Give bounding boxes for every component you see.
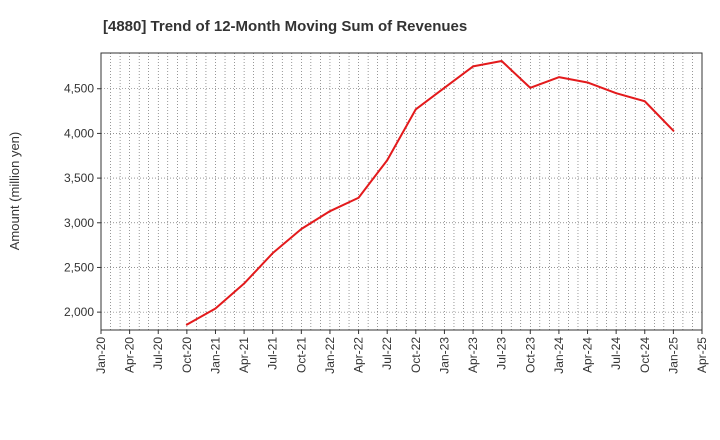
y-tick-label: 3,000 bbox=[64, 216, 94, 230]
x-tick-label: Apr-25 bbox=[695, 337, 709, 373]
x-tick-label: Jul-23 bbox=[495, 337, 509, 370]
chart-title: [4880] Trend of 12-Month Moving Sum of R… bbox=[103, 18, 467, 35]
x-tick-label: Oct-22 bbox=[409, 337, 423, 373]
y-tick-label: 4,000 bbox=[64, 126, 94, 140]
y-axis-label: Amount (million yen) bbox=[7, 132, 22, 251]
x-tick-label: Oct-21 bbox=[294, 337, 308, 373]
y-axis-ticks: 2,000 2,500 3,000 3,500 4,000 4,500 bbox=[64, 82, 101, 319]
x-tick-label: Jul-20 bbox=[151, 337, 165, 370]
x-tick-label: Apr-24 bbox=[581, 337, 595, 373]
x-tick-label: Jul-22 bbox=[380, 337, 394, 370]
y-tick-label: 2,500 bbox=[64, 260, 94, 274]
x-tick-label: Jan-25 bbox=[666, 337, 680, 374]
y-tick-label: 4,500 bbox=[64, 82, 94, 96]
x-tick-label: Oct-23 bbox=[523, 337, 537, 373]
x-tick-label: Jan-24 bbox=[552, 337, 566, 374]
revenue-series-line bbox=[185, 60, 675, 326]
x-axis-ticks: Jan-20 Apr-20 Jul-20 Oct-20 Jan-21 Apr-21 Jul-… bbox=[94, 330, 709, 374]
x-tick-label: Apr-21 bbox=[237, 337, 251, 373]
grid-lines bbox=[101, 53, 702, 330]
x-tick-label: Oct-24 bbox=[638, 337, 652, 373]
x-tick-label: Apr-20 bbox=[123, 337, 137, 373]
x-tick-label: Jan-20 bbox=[94, 337, 108, 374]
y-tick-label: 3,500 bbox=[64, 171, 94, 185]
x-tick-label: Apr-22 bbox=[352, 337, 366, 373]
x-tick-label: Jan-22 bbox=[323, 337, 337, 374]
x-tick-label: Jul-24 bbox=[609, 337, 623, 370]
x-tick-label: Apr-23 bbox=[466, 337, 480, 373]
x-tick-label: Jan-23 bbox=[437, 337, 451, 374]
plot-area bbox=[101, 53, 702, 330]
plot-frame bbox=[100, 52, 703, 331]
y-tick-label: 2,000 bbox=[64, 305, 94, 319]
x-tick-label: Jul-21 bbox=[266, 337, 280, 370]
x-tick-label: Oct-20 bbox=[180, 337, 194, 373]
x-tick-label: Jan-21 bbox=[208, 337, 222, 374]
